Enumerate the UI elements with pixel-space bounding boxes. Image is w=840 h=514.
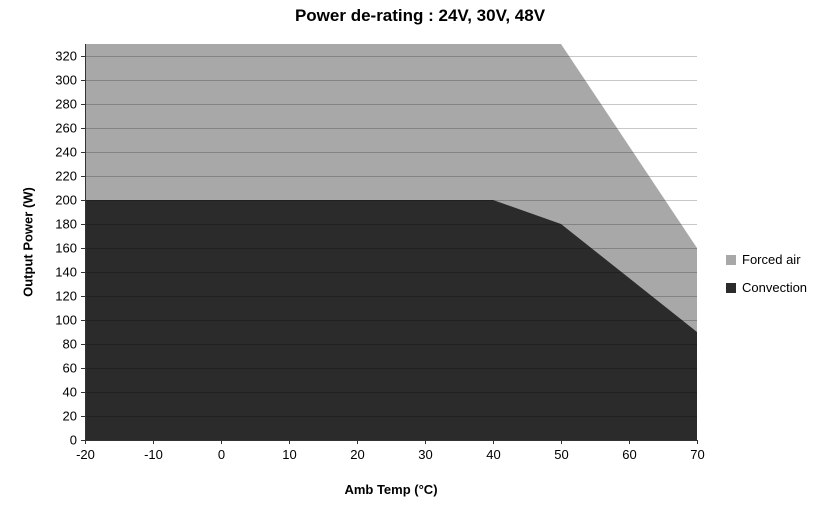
convection-swatch-icon — [726, 282, 736, 293]
y-tick-label: 320 — [55, 49, 77, 64]
x-tick-label: 10 — [282, 447, 296, 462]
y-axis-title: Output Power (W) — [20, 187, 36, 297]
y-tick-label: 160 — [55, 241, 77, 256]
y-tick-label: 140 — [55, 265, 77, 280]
y-tick-label: 60 — [63, 361, 77, 376]
forced-air-swatch-icon — [726, 254, 736, 265]
y-tick-label: 180 — [55, 217, 77, 232]
y-tick-label: 300 — [55, 73, 77, 88]
legend-label-forced-air: Forced air — [742, 252, 801, 267]
y-tick-label: 200 — [55, 193, 77, 208]
y-tick-label: 220 — [55, 169, 77, 184]
y-tick-label: 20 — [63, 409, 77, 424]
x-axis-title: Amb Temp (°C) — [344, 482, 438, 497]
x-tick-label: 0 — [218, 447, 225, 462]
x-tick-label: 70 — [690, 447, 704, 462]
chart-title: Power de-rating : 24V, 30V, 48V — [294, 6, 546, 25]
y-tick-label: 0 — [70, 433, 77, 448]
x-tick-label: 20 — [350, 447, 364, 462]
y-tick-label: 280 — [55, 97, 77, 112]
legend-item-convection: Convection — [726, 280, 807, 295]
x-tick-label: 60 — [622, 447, 636, 462]
y-tick-label: 100 — [55, 313, 77, 328]
x-tick-label: -10 — [144, 447, 163, 462]
y-tick-label: 40 — [63, 385, 77, 400]
legend: Forced air Convection — [726, 252, 807, 295]
y-tick-label: 240 — [55, 145, 77, 160]
legend-item-forced-air: Forced air — [726, 252, 807, 267]
y-tick-label: 260 — [55, 121, 77, 136]
series-area-1 — [85, 200, 697, 440]
x-tick-label: 40 — [486, 447, 500, 462]
y-tick-label: 80 — [63, 337, 77, 352]
y-tick-label: 120 — [55, 289, 77, 304]
x-tick-label: 30 — [418, 447, 432, 462]
x-tick-label: -20 — [76, 447, 95, 462]
x-tick-label: 50 — [554, 447, 568, 462]
legend-label-convection: Convection — [742, 280, 808, 295]
